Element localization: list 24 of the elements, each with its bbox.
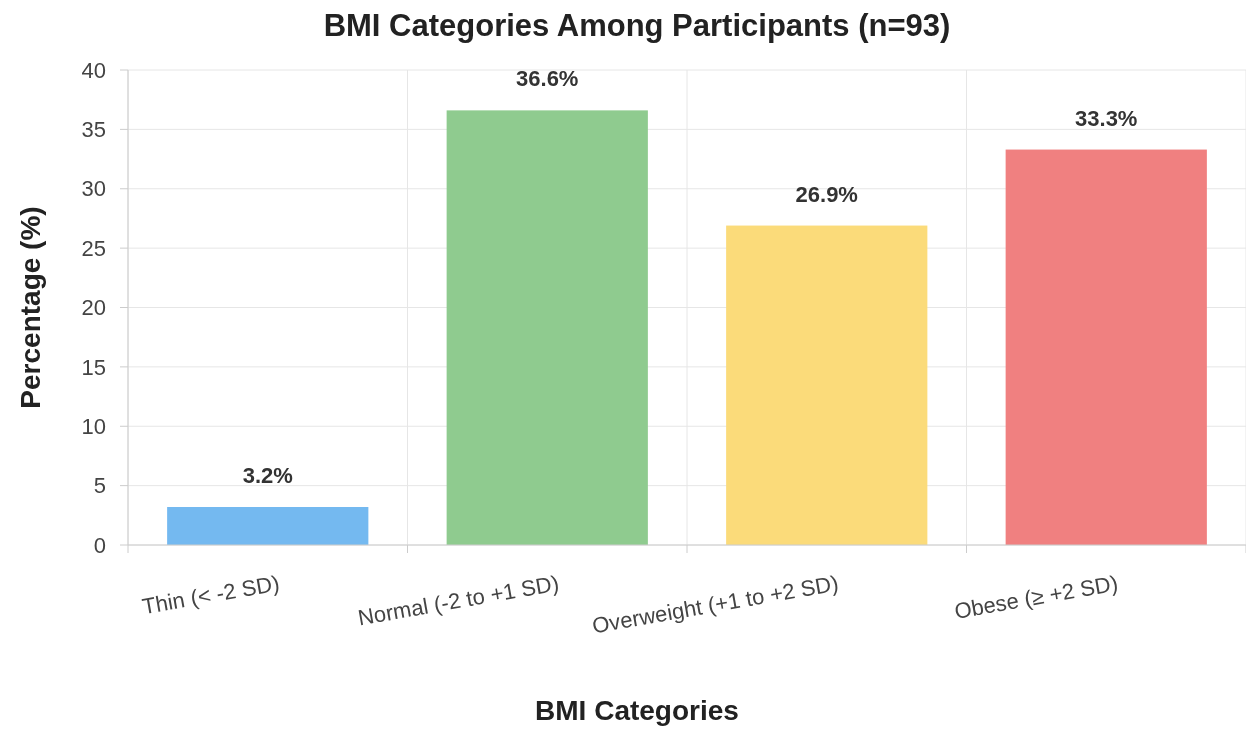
y-tick-label: 35 — [81, 117, 106, 143]
y-axis-title: Percentage (%) — [15, 206, 46, 409]
bar — [726, 225, 928, 545]
y-tick-label: 20 — [81, 295, 106, 321]
x-tick-label: Thin (< -2 SD) — [140, 570, 282, 620]
data-label: 33.3% — [1075, 105, 1138, 131]
bar — [1005, 149, 1207, 545]
data-label: 36.6% — [516, 66, 579, 92]
y-tick-label: 5 — [93, 473, 106, 499]
bar — [446, 110, 648, 545]
y-tick-label: 10 — [81, 413, 106, 439]
y-tick-label: 15 — [81, 354, 106, 380]
x-tick-label: Obese (≥ +2 SD) — [952, 570, 1120, 624]
y-tick-label: 25 — [81, 235, 106, 261]
bar — [167, 507, 369, 545]
x-axis-title: BMI Categories — [535, 695, 739, 726]
x-tick-label: Normal (-2 to +1 SD) — [355, 570, 561, 631]
y-tick-label: 30 — [81, 176, 106, 202]
y-tick-label: 40 — [81, 57, 106, 83]
chart-title: BMI Categories Among Participants (n=93) — [323, 8, 951, 43]
data-label: 26.9% — [795, 181, 858, 207]
data-label: 3.2% — [242, 463, 293, 488]
y-tick-label: 0 — [93, 532, 106, 558]
x-tick-label: Overweight (+1 to +2 SD) — [590, 570, 841, 639]
